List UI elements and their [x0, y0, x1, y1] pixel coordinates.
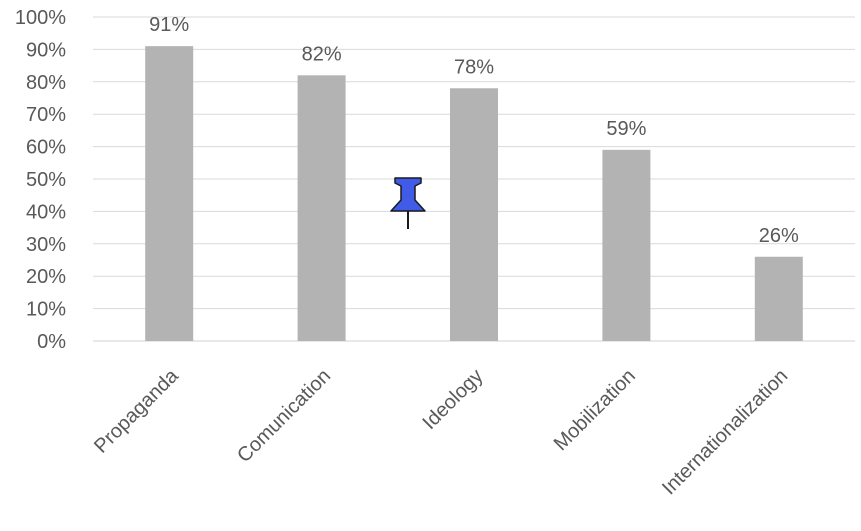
data-label: 78% [454, 56, 494, 78]
data-labels: 91% 82% 78% 59% 26% [149, 14, 799, 247]
data-label: 59% [606, 118, 646, 140]
x-category-label: Ideology [419, 365, 488, 434]
y-tick-label: 60% [26, 137, 66, 159]
bars [145, 46, 803, 341]
y-tick-label: 20% [26, 266, 66, 288]
y-tick-label: 80% [26, 72, 66, 94]
y-tick-label: 70% [26, 104, 66, 126]
y-tick-label: 30% [26, 234, 66, 256]
data-label: 82% [302, 43, 342, 65]
x-category-label: Propaganda [90, 364, 183, 457]
data-label: 26% [759, 225, 799, 247]
bar[interactable] [145, 46, 194, 341]
data-label: 91% [149, 14, 189, 36]
bar[interactable] [450, 88, 498, 341]
bar[interactable] [297, 75, 346, 341]
bar[interactable] [602, 149, 651, 341]
y-tick-label: 100% [15, 7, 66, 29]
y-tick-label: 0% [37, 331, 66, 353]
y-tick-label: 50% [26, 169, 66, 191]
y-tick-label: 10% [26, 299, 66, 321]
x-category-label: Comunication [233, 365, 335, 467]
y-tick-label: 90% [26, 39, 66, 61]
x-category-label: Mobilization [550, 365, 640, 455]
y-axis-tick-labels: 0% 10% 20% 30% 40% 50% 60% 70% 80% 90% 100% [15, 7, 66, 353]
pushpin-icon[interactable] [390, 177, 426, 229]
y-tick-label: 40% [26, 201, 66, 223]
bar[interactable] [754, 256, 803, 341]
x-category-label: Internationalization [658, 365, 792, 499]
x-axis-category-labels: Propaganda Comunication Ideology Mobilizati… [90, 364, 792, 499]
